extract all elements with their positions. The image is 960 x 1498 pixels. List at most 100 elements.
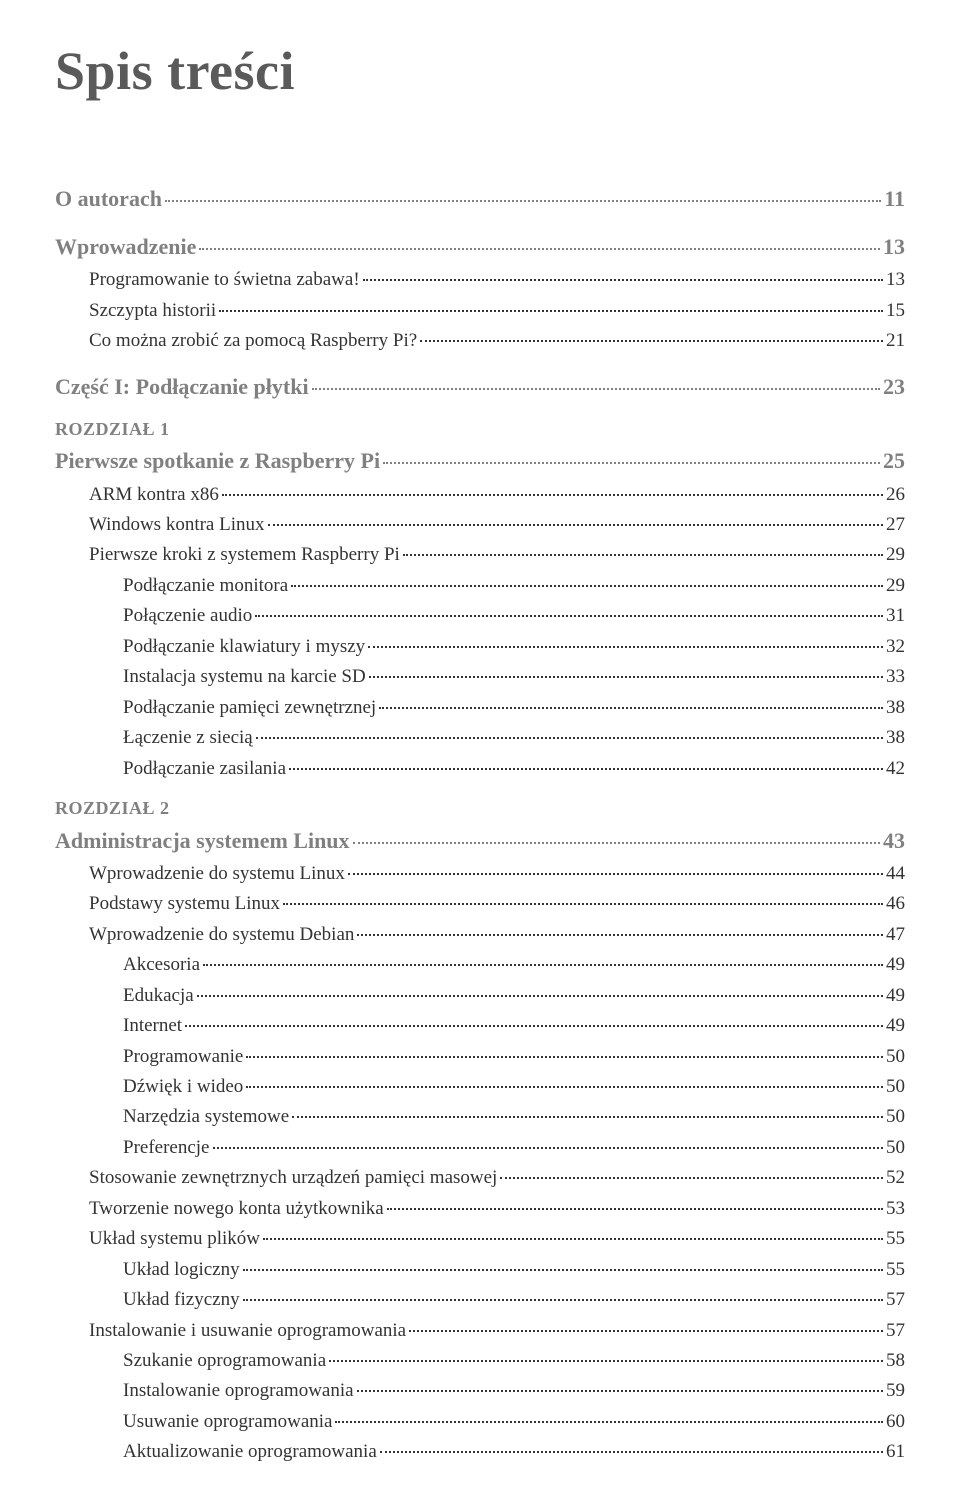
toc-leader-dots <box>329 1347 883 1366</box>
toc-label: Pierwsze kroki z systemem Raspberry Pi <box>89 540 400 569</box>
toc-leader-dots <box>409 1317 883 1336</box>
toc-page-number: 52 <box>886 1163 905 1192</box>
toc-label: Programowanie to świetna zabawa! <box>89 265 360 294</box>
toc-entry: Pierwsze spotkanie z Raspberry Pi 25 <box>55 444 905 478</box>
toc-page-number: 57 <box>886 1316 905 1345</box>
toc-label: Szczypta historii <box>89 296 216 325</box>
toc-label: Układ logiczny <box>123 1255 240 1284</box>
toc-label: Co można zrobić za pomocą Raspberry Pi? <box>89 326 417 355</box>
toc-leader-dots <box>213 1134 884 1153</box>
toc-leader-dots <box>500 1164 883 1183</box>
toc-entry: Windows kontra Linux 27 <box>89 510 905 539</box>
toc-leader-dots <box>255 602 883 621</box>
toc-label: Programowanie <box>123 1042 243 1071</box>
toc-entry: Część I: Podłączanie płytki 23 <box>55 370 905 404</box>
toc-label: Podłączanie klawiatury i myszy <box>123 632 365 661</box>
toc-entry: Programowanie 50 <box>123 1042 905 1071</box>
toc-page-number: 27 <box>886 510 905 539</box>
toc-leader-dots <box>403 541 883 560</box>
toc-entry: O autorach 11 <box>55 182 905 216</box>
toc-page-number: 42 <box>886 754 905 783</box>
toc-label: Preferencje <box>123 1133 210 1162</box>
toc-label: Połączenie audio <box>123 601 252 630</box>
toc-leader-dots <box>222 481 883 500</box>
toc-entry: Układ fizyczny 57 <box>123 1285 905 1314</box>
toc-page-number: 44 <box>886 859 905 888</box>
toc-label: Dźwięk i wideo <box>123 1072 243 1101</box>
toc-leader-dots <box>268 511 884 530</box>
toc-page-number: 13 <box>883 230 905 264</box>
toc-page-number: 61 <box>886 1437 905 1466</box>
toc-leader-dots <box>256 724 883 743</box>
toc-entry: Co można zrobić za pomocą Raspberry Pi? … <box>89 326 905 355</box>
toc-entry: ROZDZIAŁ 2 <box>55 795 905 823</box>
toc-page-number: 26 <box>886 480 905 509</box>
toc-entry: Wprowadzenie do systemu Debian 47 <box>89 920 905 949</box>
toc-page-number: 31 <box>886 601 905 630</box>
toc-label: Aktualizowanie oprogramowania <box>123 1437 377 1466</box>
toc-label: Wprowadzenie <box>55 230 196 264</box>
toc-entry: Internet 49 <box>123 1011 905 1040</box>
toc-label: Stosowanie zewnętrznych urządzeń pamięci… <box>89 1163 497 1192</box>
toc-entry: Programowanie to świetna zabawa! 13 <box>89 265 905 294</box>
toc-leader-dots <box>246 1073 883 1092</box>
toc-label: Narzędzia systemowe <box>123 1102 289 1131</box>
toc-entry: Usuwanie oprogramowania 60 <box>123 1407 905 1436</box>
toc-label: Administracja systemem Linux <box>55 824 350 858</box>
toc-entry: Instalacja systemu na karcie SD 33 <box>123 662 905 691</box>
toc-entry: Dźwięk i wideo 50 <box>123 1072 905 1101</box>
toc-page-number: 15 <box>886 296 905 325</box>
toc-entry: Administracja systemem Linux 43 <box>55 824 905 858</box>
toc-page-number: 29 <box>886 540 905 569</box>
page-title: Spis treści <box>55 40 905 102</box>
toc-leader-dots <box>283 890 883 909</box>
toc-label: O autorach <box>55 182 162 216</box>
toc-page-number: 32 <box>886 632 905 661</box>
toc-page-number: 50 <box>886 1072 905 1101</box>
toc-label: Instalacja systemu na karcie SD <box>123 662 366 691</box>
toc-entry: Stosowanie zewnętrznych urządzeń pamięci… <box>89 1163 905 1192</box>
toc-page-number: 33 <box>886 662 905 691</box>
toc-leader-dots <box>363 266 883 285</box>
toc-entry: ROZDZIAŁ 1 <box>55 416 905 444</box>
toc-label: Podłączanie pamięci zewnętrznej <box>123 693 376 722</box>
toc-entry: Instalowanie i usuwanie oprogramowania 5… <box>89 1316 905 1345</box>
toc-leader-dots <box>380 1438 883 1457</box>
toc-page-number: 50 <box>886 1102 905 1131</box>
toc-label: Instalowanie i usuwanie oprogramowania <box>89 1316 406 1345</box>
toc-label: Usuwanie oprogramowania <box>123 1407 332 1436</box>
toc-page-number: 38 <box>886 723 905 752</box>
toc-page-number: 23 <box>883 370 905 404</box>
toc-entry: Preferencje 50 <box>123 1133 905 1162</box>
toc-entry: Podłączanie pamięci zewnętrznej 38 <box>123 693 905 722</box>
toc-label: Wprowadzenie do systemu Linux <box>89 859 345 888</box>
toc-label: Instalowanie oprogramowania <box>123 1376 354 1405</box>
toc-label: Część I: Podłączanie płytki <box>55 370 309 404</box>
toc-page-number: 57 <box>886 1285 905 1314</box>
toc-leader-dots <box>199 232 880 254</box>
toc-page-number: 49 <box>886 981 905 1010</box>
toc-container: O autorach 11Wprowadzenie 13Programowani… <box>55 182 905 1467</box>
toc-leader-dots <box>335 1408 883 1427</box>
toc-leader-dots <box>219 297 883 316</box>
toc-leader-dots <box>292 1103 883 1122</box>
toc-entry: Akcesoria 49 <box>123 950 905 979</box>
toc-page-number: 25 <box>883 444 905 478</box>
toc-leader-dots <box>289 755 883 774</box>
toc-page-number: 38 <box>886 693 905 722</box>
toc-leader-dots <box>420 327 883 346</box>
toc-page-number: 59 <box>886 1376 905 1405</box>
toc-label: Windows kontra Linux <box>89 510 265 539</box>
toc-leader-dots <box>263 1225 883 1244</box>
toc-entry: Układ logiczny 55 <box>123 1255 905 1284</box>
toc-entry: Tworzenie nowego konta użytkownika 53 <box>89 1194 905 1223</box>
toc-entry: Narzędzia systemowe 50 <box>123 1102 905 1131</box>
toc-label: ROZDZIAŁ 1 <box>55 416 170 444</box>
toc-entry: Podłączanie zasilania 42 <box>123 754 905 783</box>
toc-label: Układ fizyczny <box>123 1285 240 1314</box>
toc-label: Edukacja <box>123 981 194 1010</box>
toc-page-number: 21 <box>886 326 905 355</box>
toc-entry: Połączenie audio 31 <box>123 601 905 630</box>
toc-leader-dots <box>185 1012 883 1031</box>
toc-label: Szukanie oprogramowania <box>123 1346 326 1375</box>
